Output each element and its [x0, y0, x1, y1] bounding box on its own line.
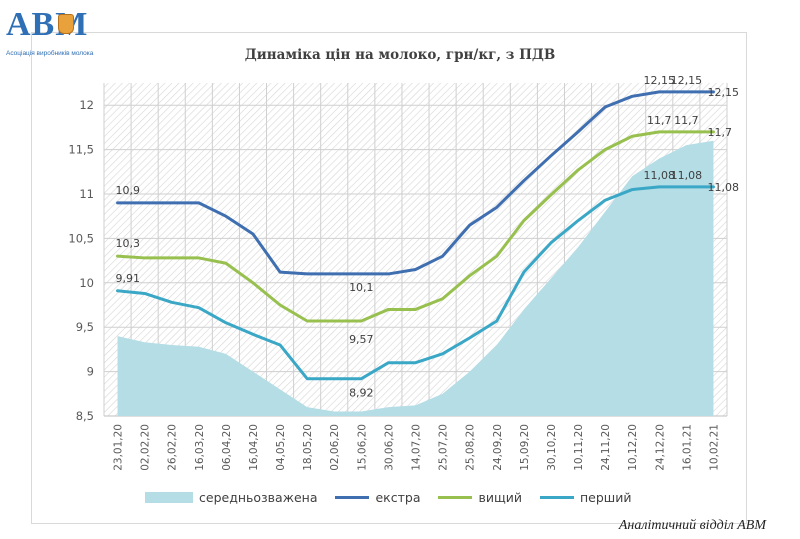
x-tick-label: 16,03,20	[194, 424, 206, 471]
x-tick-label: 30,06,20	[383, 424, 395, 471]
x-tick-label: 24,11,20	[600, 424, 612, 471]
x-tick-label: 23,01,20	[113, 424, 125, 471]
series-line-pershyi	[116, 185, 715, 381]
x-tick-label: 14,07,20	[411, 424, 423, 471]
legend-item-serednozvazhena: середньозважена	[145, 490, 317, 505]
data-label: 11,7	[647, 114, 672, 127]
chart-legend: середньозважена екстра вищий перший	[145, 489, 649, 505]
legend-swatch-line	[335, 495, 370, 499]
data-label: 12,15	[707, 86, 739, 99]
series-line-ekstra	[116, 90, 715, 276]
data-label: 12,15	[671, 74, 703, 87]
x-tick-label: 10,12,20	[627, 424, 639, 471]
legend-item-ekstra: екстра	[335, 490, 420, 505]
y-tick-label: 10,5	[68, 231, 94, 245]
legend-swatch-area	[145, 491, 193, 503]
x-tick-label: 18,05,20	[302, 424, 314, 471]
data-label: 12,15	[644, 74, 676, 87]
chart-title: Динаміка цін на молоко, грн/кг, з ПДВ	[244, 47, 556, 63]
data-label: 11,7	[674, 114, 699, 127]
data-label: 10,9	[116, 184, 141, 197]
data-label: 11,08	[671, 169, 703, 182]
y-tick-label: 11	[79, 187, 94, 201]
y-tick-label: 12	[79, 98, 94, 112]
x-tick-label: 15,09,20	[519, 424, 531, 471]
legend-label: перший	[580, 489, 632, 505]
x-tick-label: 16,04,20	[248, 424, 260, 471]
x-tick-label: 15,06,20	[356, 424, 368, 471]
legend-item-pershyi: перший	[540, 490, 631, 505]
avm-logo: АВМ Асоціація виробників молока	[6, 6, 126, 68]
y-tick-label: 8,5	[76, 409, 94, 423]
data-label: 11,08	[707, 181, 739, 194]
x-tick-label: 02,02,20	[140, 424, 152, 471]
series-area-serednozvazhena	[117, 140, 714, 416]
data-label: 10,3	[116, 237, 141, 250]
x-tick-label: 10,11,20	[573, 424, 585, 471]
x-tick-label: 25,08,20	[465, 424, 477, 471]
x-tick-label: 02,06,20	[329, 424, 341, 471]
data-label: 9,57	[349, 333, 374, 346]
legend-item-vyshchyi: вищий	[438, 490, 522, 505]
x-tick-label: 04,05,20	[275, 424, 287, 471]
data-label: 9,91	[116, 272, 141, 285]
data-label: 11,7	[707, 126, 732, 139]
x-tick-label: 26,02,20	[167, 424, 179, 471]
logo-subtitle: Асоціація виробників молока	[6, 50, 94, 57]
legend-label: середньозважена	[199, 489, 318, 505]
legend-label: вищий	[478, 489, 522, 505]
x-tick-label: 30,10,20	[546, 424, 558, 471]
x-tick-label: 06,04,20	[221, 424, 233, 471]
milk-can-icon	[58, 14, 74, 34]
y-tick-label: 10	[79, 276, 94, 290]
legend-label: екстра	[375, 489, 421, 505]
data-label: 10,1	[349, 281, 374, 294]
data-label: 8,92	[349, 387, 374, 400]
y-tick-label: 11,5	[68, 143, 94, 157]
legend-swatch-line	[438, 495, 473, 499]
x-tick-label: 10,02,21	[708, 424, 720, 471]
x-tick-label: 24,09,20	[492, 424, 504, 471]
data-label: 11,08	[644, 169, 676, 182]
x-tick-label: 16,01,21	[681, 424, 693, 471]
x-tick-label: 24,12,20	[654, 424, 666, 471]
x-tick-label: 25,07,20	[438, 424, 450, 471]
y-tick-label: 9,5	[76, 320, 94, 334]
footer-credit: Аналітичний відділ АВМ	[618, 518, 766, 533]
y-tick-label: 9	[87, 365, 94, 379]
series-line-vyshchyi	[116, 130, 715, 323]
legend-swatch-line	[540, 495, 574, 499]
